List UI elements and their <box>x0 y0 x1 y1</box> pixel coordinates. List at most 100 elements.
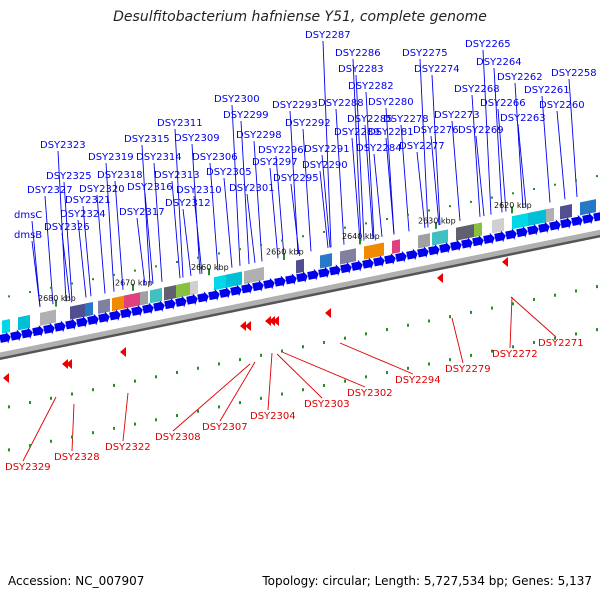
forward-gene-arrow <box>560 216 572 229</box>
tick-dot <box>92 431 94 435</box>
forward-gene-arrow <box>0 331 11 344</box>
blue-leader-line <box>493 67 503 213</box>
forward-gene-arrow <box>538 221 550 234</box>
blue-leader-line <box>77 219 87 298</box>
blue-leader-line <box>275 155 285 257</box>
tick-dot <box>239 401 241 405</box>
tick-dot <box>428 209 430 212</box>
tick-dot <box>260 396 262 400</box>
red-gene-label: DSY2329 <box>5 462 51 473</box>
blue-gene-label: DSY2313 <box>154 170 200 181</box>
blue-gene-label: DSY2288 <box>318 98 364 109</box>
tick-dot <box>365 375 367 379</box>
feature-block <box>85 301 93 317</box>
tick-label: 2630 kbp <box>418 217 456 226</box>
reverse-gene-arrow <box>269 316 275 326</box>
red-leader-line <box>339 342 414 375</box>
tick-dot <box>365 332 367 336</box>
tick-dot <box>281 349 283 353</box>
feature-block <box>296 258 304 274</box>
blue-gene-label: DSY2325 <box>46 171 92 182</box>
tick-dots: 2620 kbp 2630 kbp 2640 kbp 2650 kbp 2660 kbp… <box>8 175 598 452</box>
forward-gene-arrow <box>439 241 451 254</box>
blue-leader-line <box>153 162 163 282</box>
tick-dot <box>344 336 346 340</box>
tick-dot <box>92 278 94 281</box>
tick-dot <box>449 315 451 319</box>
tick-dot <box>260 353 262 357</box>
blue-leader-line <box>253 140 263 262</box>
feature-block <box>456 223 476 241</box>
blue-leader-line <box>514 82 524 209</box>
blue-gene-label: DSY2310 <box>176 185 222 196</box>
tick-dot <box>491 196 493 199</box>
tick-dot <box>386 328 388 332</box>
tick-dot <box>344 379 346 383</box>
red-leader-line <box>267 352 273 411</box>
blue-leader-line <box>302 128 312 252</box>
forward-gene-arrow <box>153 300 165 312</box>
tick-dot <box>8 448 10 452</box>
blue-leader-line <box>431 74 441 226</box>
red-gene-label: DSY2307 <box>202 422 248 433</box>
blue-gene-label: DSY2317 <box>119 207 165 218</box>
tick-dot <box>155 418 157 422</box>
blue-gene-label: DSY2309 <box>174 133 220 144</box>
blue-leader-line <box>471 94 481 217</box>
blue-gene-label: DSY2283 <box>338 64 384 75</box>
feature-block <box>18 314 30 331</box>
blue-gene-label: DSY2324 <box>60 209 106 220</box>
blue-gene-label: DSY2314 <box>136 152 182 163</box>
tick-dot <box>71 282 73 285</box>
forward-gene-arrow <box>32 324 44 337</box>
forward-gene-arrow <box>373 255 385 267</box>
blue-leader-line <box>430 135 440 226</box>
blue-leader-line <box>352 58 362 242</box>
feature-block <box>190 280 198 296</box>
blue-leader-line <box>400 124 410 232</box>
red-leader-line <box>451 317 464 364</box>
blue-leader-line <box>96 194 106 294</box>
blue-leader-line <box>57 150 67 302</box>
forward-gene-arrow <box>571 214 583 227</box>
tick-dot <box>512 192 514 195</box>
forward-gene-arrow <box>593 210 600 223</box>
blue-gene-label: DSY2264 <box>476 57 522 68</box>
tick-dot <box>407 213 409 216</box>
tick-dot <box>344 226 346 229</box>
tick-dot <box>302 235 304 238</box>
blue-gene-label: DSY2274 <box>414 64 460 75</box>
blue-gene-label: DSY2297 <box>252 157 298 168</box>
blue-leader-line <box>321 154 331 248</box>
tick-dot <box>176 414 178 418</box>
tick-dot <box>281 392 283 396</box>
forward-gene-arrow <box>197 291 209 303</box>
red-gene-label: DSY2294 <box>395 375 441 386</box>
tick-dot <box>176 371 178 375</box>
forward-gene-arrow <box>208 288 220 301</box>
red-gene-label: DSY2308 <box>155 432 201 443</box>
red-leader-line <box>276 353 323 399</box>
blue-leader-line <box>365 91 375 239</box>
blue-gene-label: DSY2265 <box>465 39 511 50</box>
tick-dot <box>302 388 304 392</box>
blue-leader-line <box>246 193 256 263</box>
blue-gene-label: DSY2269 <box>458 125 504 136</box>
red-leader-line <box>122 392 129 442</box>
forward-gene-arrow <box>54 320 66 333</box>
tick-dot <box>218 362 220 366</box>
tick-dot <box>50 286 52 289</box>
blue-leader-line <box>136 217 146 286</box>
tick-dot <box>554 336 556 340</box>
blue-leader-line <box>451 120 461 221</box>
blue-gene-label: DSY2275 <box>402 48 448 59</box>
blue-leader-line <box>174 128 184 278</box>
forward-gene-arrow <box>175 295 187 308</box>
feature-block <box>512 213 528 230</box>
red-gene-label: DSY2322 <box>105 442 151 453</box>
tick-dot <box>533 188 535 191</box>
blue-gene-label: DSY2318 <box>97 170 143 181</box>
blue-leader-line <box>61 232 71 301</box>
red-leader-line <box>172 363 251 432</box>
